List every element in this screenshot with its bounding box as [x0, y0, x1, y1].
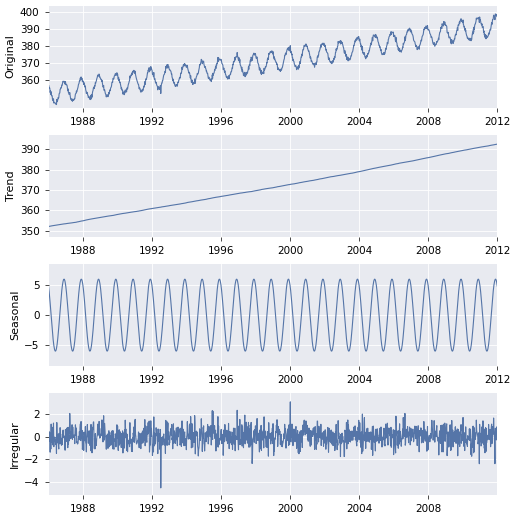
Y-axis label: Irregular: Irregular — [10, 421, 20, 469]
Y-axis label: Seasonal: Seasonal — [10, 290, 20, 341]
Y-axis label: Trend: Trend — [6, 171, 15, 201]
Y-axis label: Original: Original — [6, 35, 15, 79]
